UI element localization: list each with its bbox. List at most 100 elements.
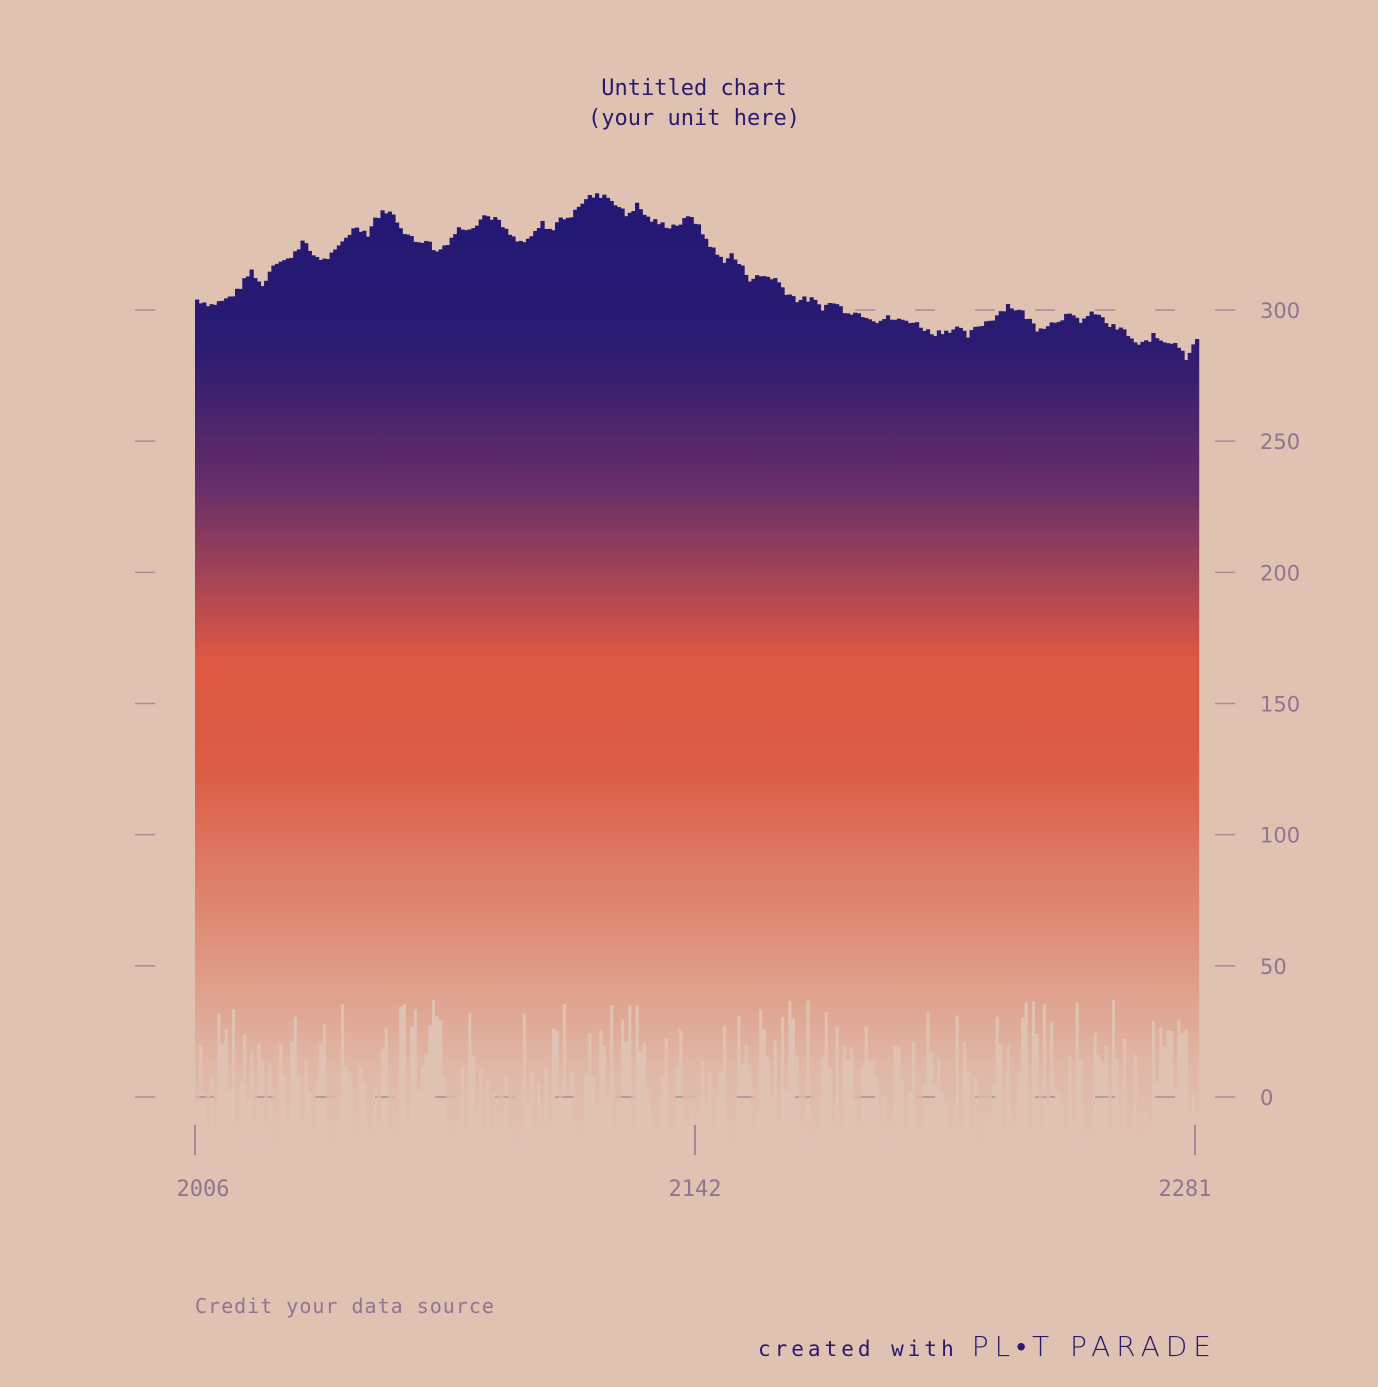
bar [322, 258, 327, 1025]
bar [1056, 321, 1062, 1092]
bar [1165, 343, 1171, 1031]
bars [195, 193, 1200, 1185]
bar [445, 245, 451, 1140]
bar [620, 208, 625, 1020]
bar [1107, 326, 1112, 1171]
bar [675, 225, 680, 1066]
bar [420, 242, 425, 1066]
bar [1187, 352, 1192, 1110]
bar [540, 220, 545, 1134]
bar [609, 200, 614, 1006]
bar [849, 314, 854, 1048]
bar [264, 280, 269, 1143]
bar [504, 228, 509, 1077]
bar [664, 227, 669, 1039]
bar [1027, 318, 1032, 1161]
bar [969, 330, 974, 1128]
bar [293, 251, 298, 1017]
bar [965, 337, 971, 1072]
bar [216, 301, 222, 1015]
bar [1133, 342, 1138, 1055]
bar [438, 249, 443, 1021]
bar [820, 310, 825, 1058]
bar [482, 215, 487, 1168]
bar [842, 313, 847, 1046]
bar [980, 325, 985, 1148]
bar [209, 304, 214, 1077]
bar [395, 222, 400, 1154]
bar [838, 306, 843, 1131]
bar [1136, 344, 1142, 1139]
bar [765, 276, 771, 1058]
bar [431, 250, 436, 1001]
bar [802, 296, 807, 1162]
bar [304, 243, 309, 1061]
bar [722, 262, 727, 1027]
bar [569, 217, 574, 1072]
bar [195, 299, 200, 1104]
bar [347, 234, 352, 1073]
bar [624, 216, 629, 1042]
y-tick-label: 100 [1260, 824, 1300, 848]
bar [1089, 311, 1094, 1166]
bar [369, 226, 374, 1162]
bar [507, 234, 512, 1131]
bar [682, 218, 687, 1115]
bar [707, 246, 712, 1073]
bar [649, 221, 654, 1117]
bar [1151, 333, 1156, 1022]
bar [358, 231, 363, 1067]
bar [424, 240, 429, 1055]
bar [1093, 314, 1098, 1033]
bar [529, 236, 534, 1073]
bar [336, 245, 342, 1119]
bar [409, 236, 414, 1027]
bar [700, 234, 705, 1063]
bar [1002, 311, 1007, 1182]
bar [500, 227, 505, 1179]
bar [635, 202, 640, 1006]
bar [533, 230, 538, 1145]
bar [689, 217, 694, 1109]
bar [1071, 315, 1076, 1124]
bar [1075, 317, 1080, 1003]
bar [558, 217, 563, 1098]
bar [198, 303, 203, 1046]
bar [1115, 329, 1120, 1059]
bar [587, 195, 592, 1033]
bar [213, 304, 218, 1145]
bar [856, 313, 862, 1175]
bar [427, 241, 432, 1026]
bar [733, 259, 738, 1160]
bar [595, 193, 600, 1106]
bar [1053, 322, 1058, 1088]
bar [536, 228, 542, 1083]
bar [758, 276, 763, 1010]
bar [300, 240, 305, 1120]
bar [882, 319, 887, 1096]
bar [562, 219, 567, 1004]
bar [511, 236, 516, 1170]
bar [911, 322, 916, 1042]
bar [544, 228, 549, 1069]
bar [565, 217, 571, 1096]
bar [384, 213, 389, 1029]
bar [791, 296, 796, 1019]
bar [351, 228, 356, 1137]
bar [238, 288, 243, 1083]
bar [460, 229, 465, 1067]
bar [816, 304, 822, 1170]
bar [936, 330, 942, 1060]
bar [1129, 338, 1134, 1151]
bar [456, 227, 462, 1119]
bar [973, 326, 978, 1077]
bar [795, 302, 800, 1057]
bar [475, 225, 480, 1112]
bar [784, 294, 789, 1091]
bar [831, 303, 836, 1176]
x-tick-label: 2142 [669, 1177, 722, 1202]
axes: 0 50 100 150 200 250 300 2006 2142 2281 [177, 299, 1301, 1202]
bar [678, 224, 683, 1030]
bar [289, 257, 294, 1042]
bar [867, 319, 872, 1061]
